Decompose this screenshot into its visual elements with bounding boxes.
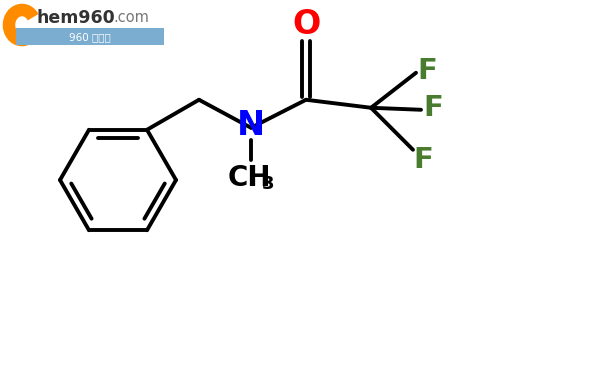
- Text: 3: 3: [262, 175, 274, 193]
- Text: O: O: [292, 8, 320, 41]
- Text: hem960: hem960: [36, 9, 115, 27]
- Text: F: F: [423, 94, 443, 122]
- Text: F: F: [413, 146, 433, 174]
- Text: N: N: [237, 109, 265, 142]
- Text: CH: CH: [227, 164, 271, 192]
- Bar: [16, 28, 164, 45]
- Text: 960 化工网: 960 化工网: [69, 32, 111, 42]
- Text: F: F: [417, 57, 437, 85]
- Text: .com: .com: [113, 10, 149, 26]
